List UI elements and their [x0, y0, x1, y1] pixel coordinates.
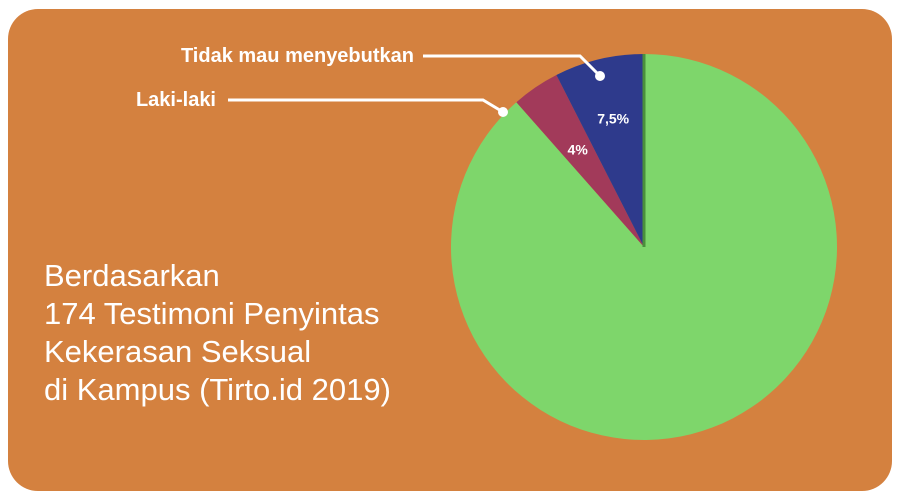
legend-label-male: Laki-laki [136, 89, 216, 111]
pie-slice-male [516, 75, 644, 248]
slice-value-labels: 4% 7,5% [568, 111, 630, 158]
pie-slice-undisclosed [556, 54, 644, 247]
callout-dot-undisclosed [595, 71, 605, 81]
pie-slices [450, 54, 838, 441]
headline-line-2: 174 Testimoni Penyintas [44, 296, 380, 331]
headline: Berdasarkan 174 Testimoni Penyintas Keke… [44, 257, 464, 409]
callout-line-undisclosed [423, 54, 602, 78]
value-label-male: 4% [568, 141, 589, 157]
headline-line-4: di Kampus (Tirto.id 2019) [44, 372, 391, 407]
callout-line-male [228, 98, 504, 114]
pie-chart: 4% 7,5% Laki-laki Tidak mau menyebutkan [8, 9, 892, 491]
legend-callouts: Laki-laki Tidak mau menyebutkan [136, 45, 605, 117]
legend-label-undisclosed: Tidak mau menyebutkan [181, 45, 414, 67]
pie-slice-female [450, 54, 838, 441]
callout-dot-male [498, 107, 508, 117]
value-label-undisclosed: 7,5% [597, 111, 629, 127]
headline-line-3: Kekerasan Seksual [44, 334, 312, 369]
headline-line-1: Berdasarkan [44, 258, 220, 293]
infographic-card: 4% 7,5% Laki-laki Tidak mau menyebutkan Be… [8, 9, 892, 491]
